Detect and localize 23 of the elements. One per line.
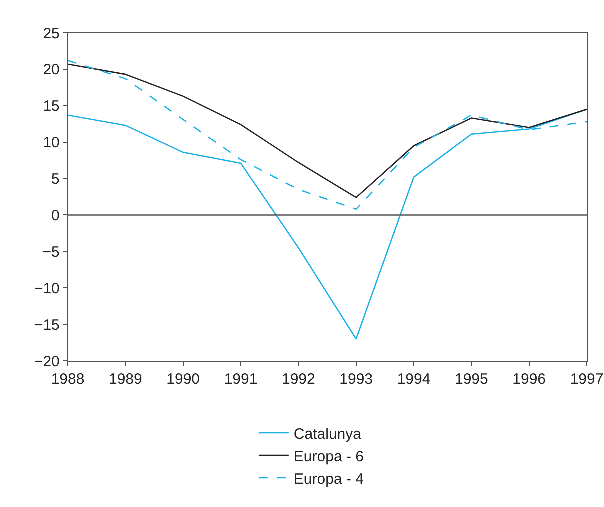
y-tick-label: 20 — [43, 62, 60, 79]
x-tick-label: 1996 — [512, 371, 546, 388]
legend-label: Europa - 6 — [294, 448, 364, 466]
legend-label: Catalunya — [294, 426, 362, 443]
y-tick-label: −10 — [34, 280, 60, 298]
x-tick-label: 1990 — [166, 371, 200, 388]
x-tick-label: 1994 — [397, 371, 431, 388]
y-tick-label: −5 — [42, 244, 60, 261]
y-tick-label: 15 — [43, 98, 60, 116]
y-tick-label: −20 — [34, 353, 60, 370]
x-tick-label: 1992 — [282, 371, 316, 388]
x-tick-label: 1989 — [108, 371, 142, 388]
y-tick-label: 5 — [52, 171, 60, 188]
x-tick-label: 1991 — [224, 371, 258, 388]
y-tick-label: 0 — [52, 207, 60, 224]
x-tick-label: 1997 — [570, 371, 604, 388]
legend-label: Europa - 4 — [294, 470, 364, 488]
y-tick-label: 10 — [43, 134, 60, 152]
y-tick-label: 25 — [43, 25, 60, 42]
x-tick-label: 1993 — [340, 371, 374, 388]
x-tick-label: 1995 — [454, 371, 488, 388]
x-tick-label: 1988 — [51, 371, 85, 388]
y-tick-label: −15 — [34, 316, 60, 334]
